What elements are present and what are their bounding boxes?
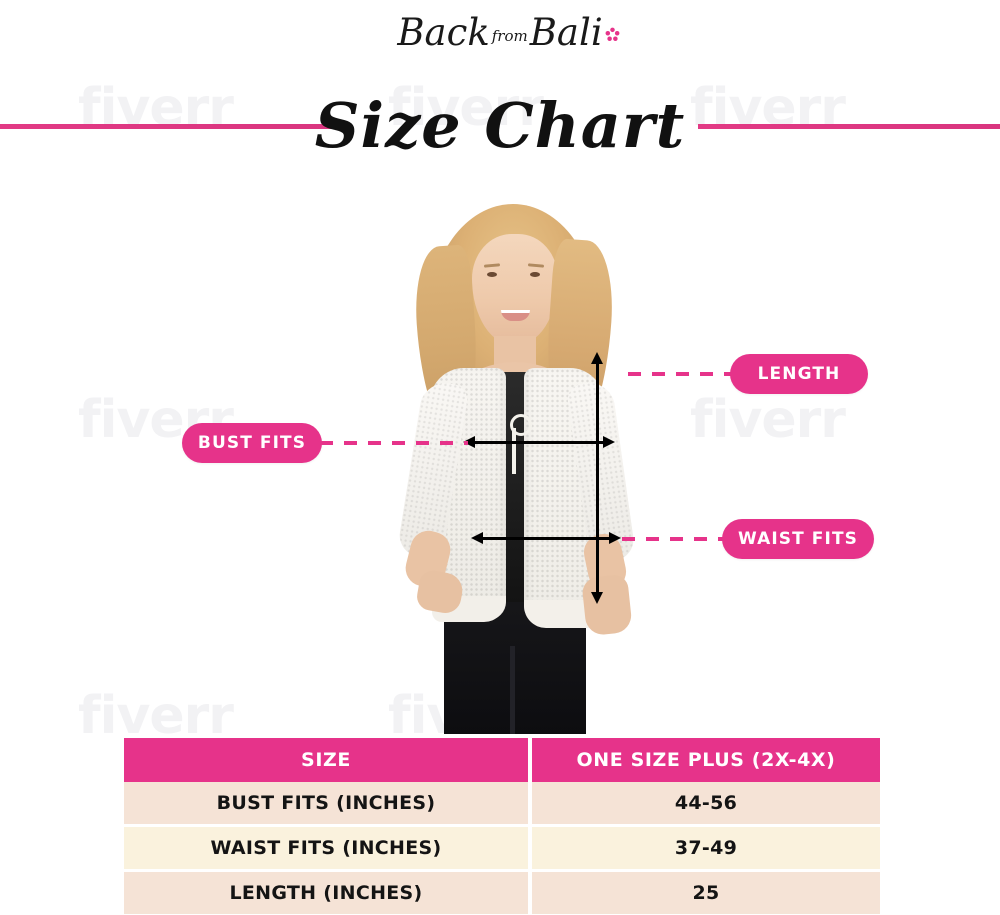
brand-logo-text: Back fromBali (397, 10, 620, 54)
size-chart-table: SIZE ONE SIZE PLUS (2X-4X) BUST FITS (IN… (124, 738, 880, 915)
bust-connector-dash (320, 441, 468, 445)
callout-length: LENGTH (730, 354, 868, 394)
callout-bust-label: BUST FITS (197, 433, 307, 453)
title-rule-left (0, 124, 340, 129)
callout-bust-fits: BUST FITS (182, 423, 322, 463)
model-mouth (501, 310, 530, 321)
brand-logo: Back fromBali (0, 4, 1000, 60)
waist-measure-arrow (471, 532, 621, 544)
row-value-waist: 37-49 (530, 825, 880, 872)
product-photo-stage: LENGTH BUST FITS WAIST FITS (0, 176, 1000, 734)
table-row: WAIST FITS (INCHES) 37-49 (124, 825, 880, 872)
row-value-bust: 44-56 (530, 782, 880, 827)
column-header-one-size-plus: ONE SIZE PLUS (2X-4X) (530, 738, 880, 782)
table-header-row: SIZE ONE SIZE PLUS (2X-4X) (124, 738, 880, 782)
length-measure-arrow (591, 352, 603, 604)
flower-icon (605, 11, 620, 41)
callout-length-label: LENGTH (757, 364, 841, 384)
row-label-bust: BUST FITS (INCHES) (124, 782, 532, 827)
model-eye-left (487, 272, 497, 277)
model-pants-seam (510, 646, 515, 734)
model-face (472, 234, 558, 346)
title-section: Size Chart (0, 78, 1000, 174)
length-connector-dash (628, 372, 732, 376)
title-rule-right (698, 124, 1000, 129)
cardigan-tie-bow (510, 414, 532, 436)
model-eye-right (530, 272, 540, 277)
row-label-waist: WAIST FITS (INCHES) (124, 825, 532, 872)
callout-waist-label: WAIST FITS (737, 529, 858, 549)
row-value-length: 25 (530, 870, 880, 915)
table-row: LENGTH (INCHES) 25 (124, 870, 880, 915)
bust-measure-arrow (463, 436, 615, 448)
model-photo (352, 176, 672, 734)
waist-connector-dash (622, 537, 726, 541)
callout-waist-fits: WAIST FITS (722, 519, 874, 559)
brand-name-part2: Bali (529, 10, 603, 54)
model-hand-right (581, 573, 633, 637)
brand-name-part1: Back (397, 10, 490, 54)
brand-name-small: from (491, 26, 528, 45)
table-row: BUST FITS (INCHES) 44-56 (124, 782, 880, 827)
cardigan-tie-tail (512, 428, 516, 474)
page-title: Size Chart (314, 89, 686, 162)
column-header-size: SIZE (124, 738, 532, 782)
row-label-length: LENGTH (INCHES) (124, 870, 532, 915)
